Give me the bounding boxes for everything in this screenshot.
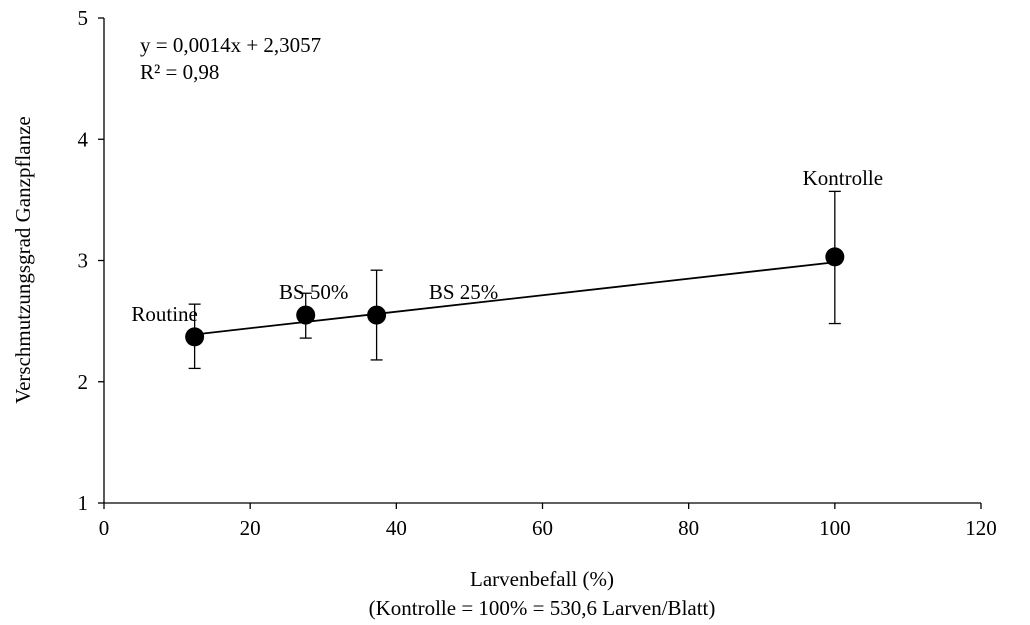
y-tick-label: 4 — [78, 127, 89, 151]
data-points — [185, 247, 845, 347]
x-tick-label: 0 — [99, 516, 110, 540]
data-point — [825, 247, 845, 267]
x-tick-label: 40 — [386, 516, 407, 540]
point-label: Kontrolle — [803, 166, 883, 190]
y-tick-label: 1 — [78, 491, 89, 515]
x-axis-subtitle: (Kontrolle = 100% = 530,6 Larven/Blatt) — [369, 596, 716, 620]
point-label: BS 50% — [279, 280, 348, 304]
point-label: BS 25% — [429, 280, 498, 304]
point-label: Routine — [131, 302, 198, 326]
axes — [103, 18, 981, 504]
data-point — [296, 305, 316, 325]
y-tick-label: 3 — [78, 249, 89, 273]
trendline-r-squared: R² = 0,98 — [140, 60, 219, 84]
trendline-equation: y = 0,0014x + 2,3057 — [140, 33, 321, 57]
y-tick-label: 2 — [78, 370, 89, 394]
ticks: 0 20 40 60 80 100 120 1 2 3 4 5 — [78, 6, 997, 540]
data-point — [185, 327, 205, 347]
x-tick-label: 80 — [678, 516, 699, 540]
y-axis-title: Verschmutzungsgrad Ganzpflanze — [11, 116, 35, 403]
data-point — [367, 305, 387, 325]
x-tick-label: 100 — [819, 516, 851, 540]
x-axis-title: Larvenbefall (%) — [470, 567, 614, 591]
y-tick-label: 5 — [78, 6, 89, 30]
point-labels: Routine BS 50% BS 25% Kontrolle — [131, 166, 883, 326]
x-tick-label: 120 — [965, 516, 997, 540]
x-tick-label: 20 — [240, 516, 261, 540]
x-tick-label: 60 — [532, 516, 553, 540]
